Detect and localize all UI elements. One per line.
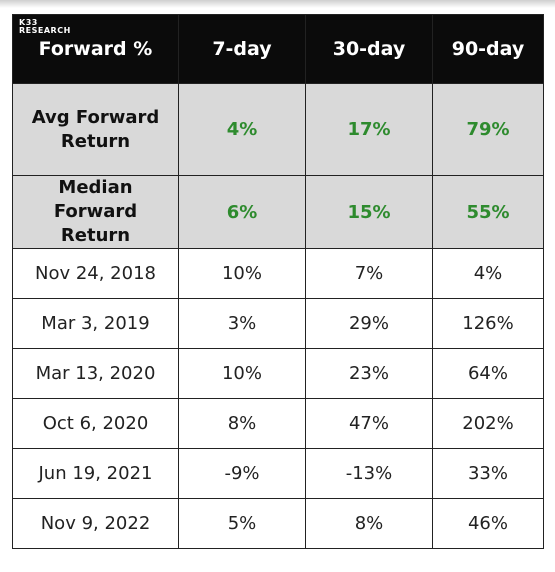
cell: 8% (305, 498, 433, 549)
cell: 4% (432, 248, 544, 299)
cell: 3% (178, 298, 306, 349)
date-cell: Mar 3, 2019 (12, 298, 179, 349)
date-cell: Nov 24, 2018 (12, 248, 179, 299)
cell: 10% (178, 348, 306, 399)
header-row: Forward % K33 RESEARCH 7-day 30-day 90-day (12, 14, 544, 84)
table-body: Avg Forward Return 4% 17% 79% Median Forward… (12, 83, 544, 549)
cell: 6% (178, 175, 306, 249)
cell: 55% (432, 175, 544, 249)
date-cell: Jun 19, 2021 (12, 448, 179, 499)
cell: 4% (178, 83, 306, 176)
logo-text: RESEARCH (19, 26, 71, 35)
date-cell: Mar 13, 2020 (12, 348, 179, 399)
logo-text: K33 (19, 18, 38, 27)
data-row: Nov 24, 2018 10% 7% 4% (12, 248, 544, 299)
column-header: Forward % K33 RESEARCH (12, 14, 179, 84)
cell: -9% (178, 448, 306, 499)
data-row: Mar 13, 2020 10% 23% 64% (12, 348, 544, 399)
cell: 46% (432, 498, 544, 549)
summary-row: Avg Forward Return 4% 17% 79% (12, 83, 544, 176)
cell: 5% (178, 498, 306, 549)
returns-table: Forward % K33 RESEARCH 7-day 30-day 90-day Av… (12, 14, 544, 549)
data-row: Mar 3, 2019 3% 29% 126% (12, 298, 544, 349)
cell: 23% (305, 348, 433, 399)
cell: 17% (305, 83, 433, 176)
cell: 64% (432, 348, 544, 399)
summary-row: Median Forward Return 6% 15% 55% (12, 175, 544, 249)
column-header: 90-day (432, 14, 544, 84)
cell: 126% (432, 298, 544, 349)
date-cell: Oct 6, 2020 (12, 398, 179, 449)
cell: 79% (432, 83, 544, 176)
cell: 47% (305, 398, 433, 449)
top-bar (0, 0, 555, 8)
column-header: 30-day (305, 14, 433, 84)
data-row: Nov 9, 2022 5% 8% 46% (12, 498, 544, 549)
data-row: Jun 19, 2021 -9% -13% 33% (12, 448, 544, 499)
cell: 33% (432, 448, 544, 499)
date-cell: Nov 9, 2022 (12, 498, 179, 549)
cell: 8% (178, 398, 306, 449)
data-row: Oct 6, 2020 8% 47% 202% (12, 398, 544, 449)
logo: K33 RESEARCH (19, 19, 71, 35)
cell: 202% (432, 398, 544, 449)
cell: 29% (305, 298, 433, 349)
cell: -13% (305, 448, 433, 499)
column-header: 7-day (178, 14, 306, 84)
row-label: Median Forward Return (12, 175, 179, 249)
row-label: Avg Forward Return (12, 83, 179, 176)
cell: 15% (305, 175, 433, 249)
cell: 10% (178, 248, 306, 299)
cell: 7% (305, 248, 433, 299)
